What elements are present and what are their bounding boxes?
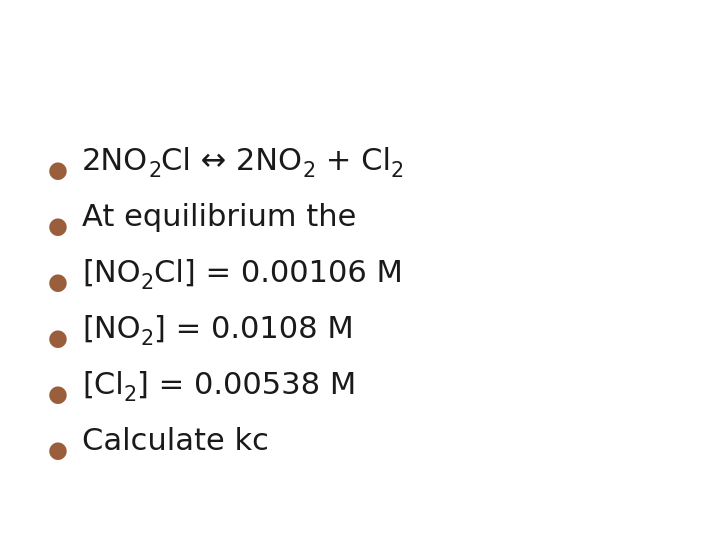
Text: [NO: [NO — [82, 259, 140, 288]
Text: ] = 0.0108 M: ] = 0.0108 M — [154, 315, 354, 344]
Text: Cl] = 0.00106 M: Cl] = 0.00106 M — [154, 259, 402, 288]
Text: 2NO: 2NO — [82, 147, 148, 176]
Text: + Cl: + Cl — [315, 147, 391, 176]
Text: 2: 2 — [140, 329, 154, 349]
Text: Cl ↔ 2NO: Cl ↔ 2NO — [161, 147, 302, 176]
Text: ●: ● — [48, 214, 68, 238]
Text: 2: 2 — [302, 160, 315, 180]
Text: [NO: [NO — [82, 315, 140, 344]
Text: [Cl: [Cl — [82, 371, 124, 400]
Text: ●: ● — [48, 271, 68, 294]
Text: 2: 2 — [148, 160, 161, 180]
Text: ●: ● — [48, 159, 68, 181]
Text: ] = 0.00538 M: ] = 0.00538 M — [137, 371, 356, 400]
Text: Calculate kc: Calculate kc — [82, 427, 269, 456]
Text: ●: ● — [48, 438, 68, 462]
Text: 2: 2 — [124, 384, 137, 404]
Text: At equilibrium the: At equilibrium the — [82, 203, 356, 232]
Text: ●: ● — [48, 327, 68, 349]
Text: ●: ● — [48, 382, 68, 406]
Text: 2: 2 — [391, 160, 404, 180]
Text: 2: 2 — [140, 273, 154, 293]
